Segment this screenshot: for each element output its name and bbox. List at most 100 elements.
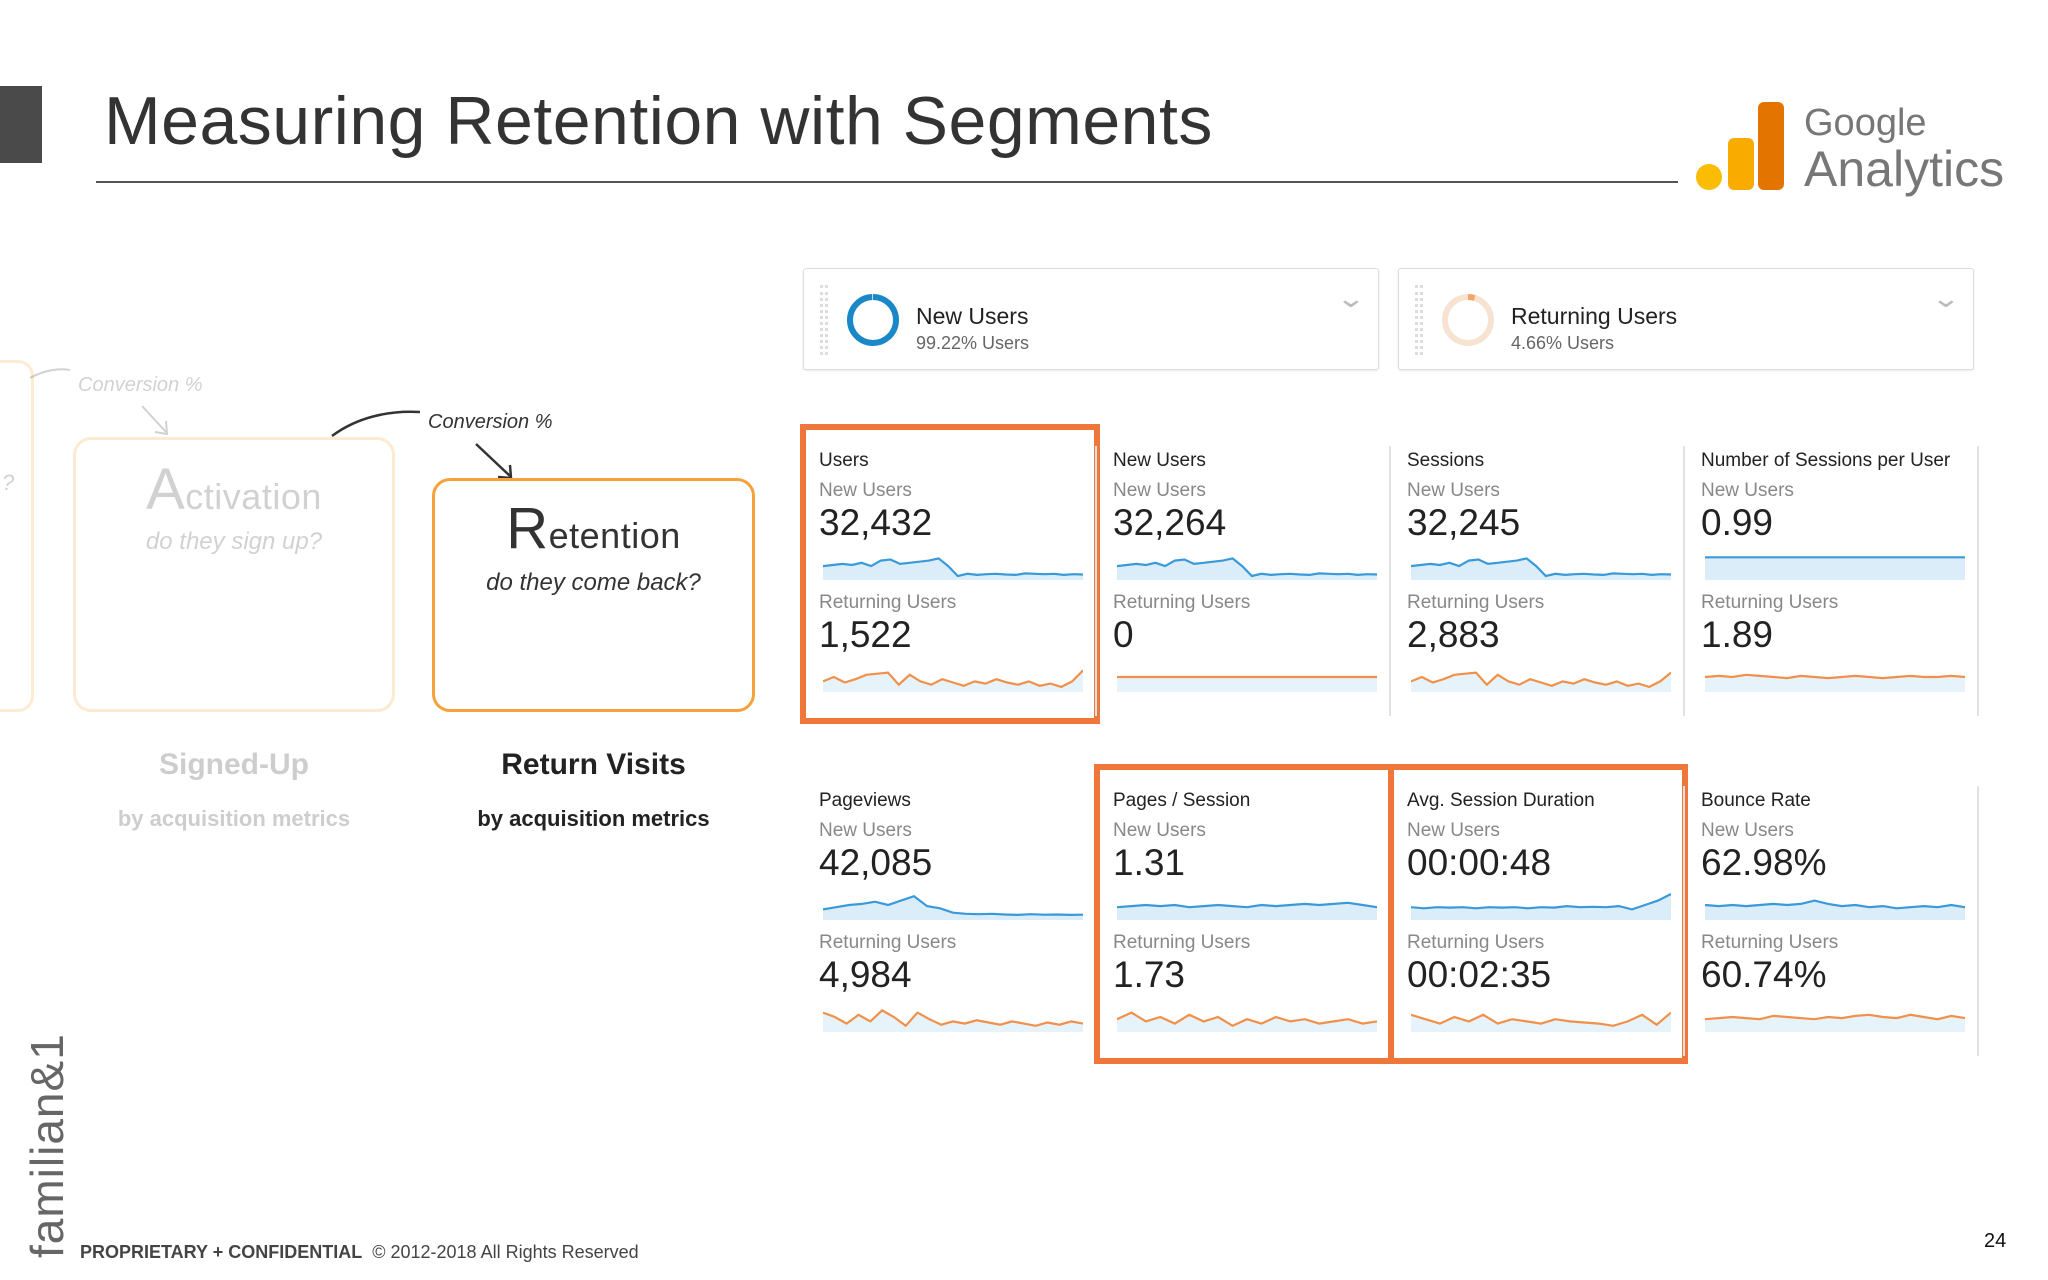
new-users-label: New Users: [1407, 820, 1500, 841]
new-users-label: New Users: [1407, 480, 1500, 501]
metric-title: Bounce Rate: [1701, 790, 1811, 811]
segment-picker-new-users[interactable]: New Users 99.22% Users ⌄: [803, 268, 1379, 370]
metric-tile[interactable]: Avg. Session Duration New Users 00:00:48 Re…: [1391, 776, 1685, 1066]
google-analytics-logo-icon: [1696, 102, 1784, 190]
drag-handle-icon[interactable]: [820, 285, 828, 355]
returning-users-sparkline-area: [1705, 1014, 1965, 1032]
segment-ring-icon: [847, 294, 899, 346]
returning-users-value: 1.73: [1113, 954, 1186, 995]
metric-tile[interactable]: Sessions New Users 32,245 Returning Users 2,…: [1391, 436, 1685, 726]
stage-label-signed-up: Signed-Up: [159, 748, 309, 781]
footer-proprietary: PROPRIETARY + CONFIDENTIAL: [80, 1242, 363, 1262]
slide-title: Measuring Retention with Segments: [104, 83, 1213, 159]
returning-users-sparkline-area: [1117, 677, 1377, 692]
segment-name: New Users: [916, 303, 1029, 329]
new-users-value: 32,264: [1113, 502, 1227, 543]
ga-logo-word-analytics: Analytics: [1804, 141, 2005, 197]
returning-users-sparkline-area: [823, 1010, 1083, 1032]
metric-title: Number of Sessions per User: [1701, 450, 1951, 471]
stage-label-return-visits: Return Visits: [501, 748, 686, 781]
returning-users-sparkline-area: [1705, 674, 1965, 692]
previous-stage-box: [0, 360, 34, 712]
retention-title: Retention: [435, 495, 752, 562]
retention-box: Retention do they come back?: [432, 478, 755, 712]
metric-title: Users: [819, 450, 869, 471]
conversion-label-2: Conversion %: [428, 411, 553, 433]
tile-divider: [1977, 446, 1979, 716]
tile-divider: [1389, 446, 1391, 716]
metric-tile[interactable]: Users New Users 32,432 Returning Users 1,522: [803, 436, 1097, 726]
returning-users-sparkline: [1705, 1013, 1965, 1032]
returning-users-label: Returning Users: [819, 932, 957, 953]
retention-title-rest: etention: [548, 515, 681, 556]
metric-title: Avg. Session Duration: [1407, 790, 1595, 811]
metric-tile[interactable]: Bounce Rate New Users 62.98% Returning User…: [1685, 776, 1979, 1066]
returning-users-sparkline-line: [1705, 673, 1965, 680]
new-users-value: 32,432: [819, 502, 933, 543]
drag-handle-icon[interactable]: [1415, 285, 1423, 355]
metric-tile[interactable]: New Users New Users 32,264 Returning Users 0: [1097, 436, 1391, 726]
metric-tile[interactable]: Pages / Session New Users 1.31 Returning Us…: [1097, 776, 1391, 1066]
returning-users-sparkline-line: [823, 1009, 1083, 1028]
new-users-value: 42,085: [819, 842, 933, 883]
new-users-value: 00:00:48: [1407, 842, 1552, 883]
slide-accent-bar: [0, 86, 42, 163]
brand-wordmark-vertical: familian&1: [14, 1030, 74, 1260]
new-users-sparkline: [1705, 899, 1965, 920]
new-users-sparkline: [1705, 556, 1965, 580]
returning-users-sparkline: [823, 1009, 1083, 1032]
returning-users-label: Returning Users: [1407, 592, 1545, 613]
returning-users-sparkline: [1411, 671, 1671, 692]
returning-users-sparkline: [1117, 675, 1377, 692]
new-users-sparkline-area: [1705, 557, 1965, 580]
metric-tile[interactable]: Number of Sessions per User New Users 0.99…: [1685, 436, 1979, 726]
activation-title-initial: A: [146, 457, 186, 522]
new-users-label: New Users: [1701, 820, 1794, 841]
conversion-label-1: Conversion %: [78, 374, 203, 396]
segment-share: 4.66% Users: [1511, 333, 1615, 353]
returning-users-sparkline-line: [823, 669, 1083, 689]
retention-title-initial: R: [506, 496, 549, 561]
retention-subtitle: do they come back?: [486, 569, 701, 596]
new-users-sparkline: [823, 557, 1083, 580]
stage-sub-return-visits: by acquisition metrics: [477, 806, 710, 831]
returning-users-value: 0: [1113, 614, 1134, 655]
returning-users-label: Returning Users: [1701, 592, 1839, 613]
new-users-sparkline-area: [1411, 894, 1671, 920]
highlight-box: [1094, 764, 1394, 1064]
activation-box: Activation do they sign up?: [73, 437, 395, 712]
new-users-sparkline: [1117, 557, 1377, 580]
new-users-sparkline: [1411, 557, 1671, 580]
new-users-sparkline-line: [1411, 557, 1671, 578]
metric-tile[interactable]: Pageviews New Users 42,085 Returning Users 4…: [803, 776, 1097, 1066]
new-users-sparkline: [823, 894, 1083, 920]
metric-title: Sessions: [1407, 450, 1485, 471]
highlight-box: [1388, 764, 1688, 1064]
brand-wordmark-text: familian&1: [21, 1033, 73, 1258]
activation-title-rest: ctivation: [185, 476, 322, 517]
new-users-label: New Users: [819, 480, 912, 501]
returning-users-label: Returning Users: [1113, 932, 1251, 953]
chevron-down-icon[interactable]: ⌄: [1335, 283, 1367, 313]
returning-users-sparkline-area: [1411, 672, 1671, 692]
new-users-sparkline: [1411, 893, 1671, 920]
tile-divider: [1977, 786, 1979, 1056]
segment-picker-returning-users[interactable]: Returning Users 4.66% Users ⌄: [1398, 268, 1974, 370]
returning-users-value: 1.89: [1701, 614, 1774, 655]
returning-users-sparkline-line: [1705, 1013, 1965, 1021]
returning-users-label: Returning Users: [1701, 932, 1839, 953]
new-users-label: New Users: [819, 820, 912, 841]
tile-divider: [1095, 446, 1097, 716]
returning-users-sparkline-area: [1117, 1012, 1377, 1032]
footer-copyright: © 2012-2018 All Rights Reserved: [372, 1242, 639, 1262]
returning-users-sparkline-line: [1117, 1011, 1377, 1028]
new-users-sparkline-area: [1705, 900, 1965, 920]
new-users-value: 0.99: [1701, 502, 1774, 543]
returning-users-value: 00:02:35: [1407, 954, 1552, 995]
previous-stage-question-mark: ?: [2, 470, 15, 495]
new-users-sparkline-area: [1411, 558, 1671, 580]
chevron-down-icon[interactable]: ⌄: [1930, 283, 1962, 313]
new-users-sparkline-line: [1117, 557, 1377, 578]
new-users-sparkline-area: [1117, 558, 1377, 580]
metric-title: Pages / Session: [1113, 790, 1251, 811]
